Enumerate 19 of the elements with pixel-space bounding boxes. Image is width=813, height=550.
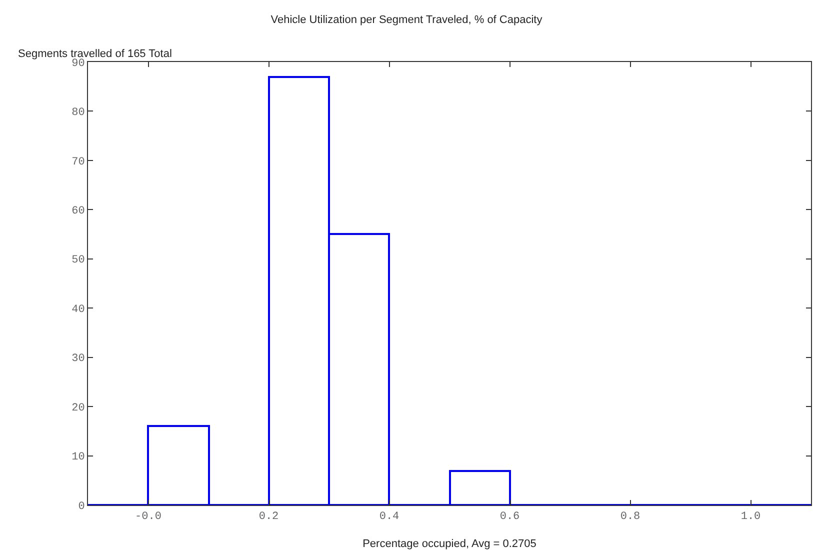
y-tick-label: 40: [72, 304, 85, 316]
y-tick-label: 0: [78, 500, 85, 513]
y-tick-label: 50: [72, 254, 85, 267]
chart-title: Vehicle Utilization per Segment Traveled, % of Capacity: [270, 14, 543, 26]
y-axis-title: Segments travelled of 165 Total: [18, 48, 172, 60]
x-tick-label: 1.0: [740, 511, 761, 524]
x-tick-label: -0.0: [135, 511, 162, 524]
y-tick-label: 20: [72, 402, 85, 414]
y-tick-label: 10: [72, 452, 85, 464]
x-tick-label: 0.2: [258, 511, 279, 524]
x-tick-label: 0.8: [620, 511, 640, 524]
x-axis-title: Percentage occupied, Avg = 0.2705: [362, 538, 536, 550]
y-tick-label: 30: [72, 353, 85, 366]
x-tick-label: 0.6: [500, 511, 520, 524]
y-tick-label: 60: [72, 206, 85, 218]
y-tick-label: 90: [72, 58, 85, 70]
y-tick-label: 80: [72, 107, 85, 120]
y-tick-label: 70: [72, 156, 85, 168]
x-tick-label: 0.4: [379, 511, 400, 524]
